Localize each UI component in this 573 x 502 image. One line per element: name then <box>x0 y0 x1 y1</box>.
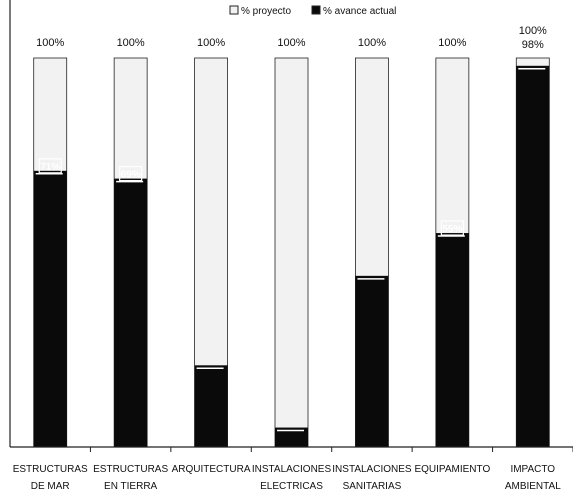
proyecto-value-label: 100% <box>197 37 225 49</box>
avance-label-box <box>38 158 62 174</box>
bar-avance-actual <box>114 178 148 447</box>
legend-swatch-avance <box>311 5 321 15</box>
avance-label-box <box>119 165 143 182</box>
proyecto-value-label: 100% <box>519 25 547 37</box>
bar-avance-actual <box>516 65 550 447</box>
proyecto-value-label: 100% <box>277 37 305 49</box>
category-label: AMBIENTAL <box>505 481 561 492</box>
category-label: DE MAR <box>31 481 70 492</box>
category-label: ESTRUCTURAS <box>13 464 88 475</box>
proyecto-value-label: 100% <box>438 37 466 49</box>
category-label: ARQUITECTURA <box>172 464 251 475</box>
bar-avance-actual <box>275 427 308 447</box>
category-label: EN TIERRA <box>104 481 157 492</box>
avance-value-label: 69% <box>121 170 141 181</box>
x-axis: ESTRUCTURAS DE MAR ESTRUCTURAS EN TIERRA ARQ… <box>9 0 573 492</box>
avance-value-label: 55% <box>442 224 462 235</box>
labels-group: 100% 71% 100% 69% 100% 100% 100% 100% 55% 100% 98% <box>36 25 547 236</box>
category-label: SANITARIAS <box>343 481 402 492</box>
proyecto-value-label: 100% <box>358 37 386 49</box>
category-label: INSTALACIONES <box>252 464 332 475</box>
bars-group <box>33 57 550 448</box>
bar-avance-actual <box>194 365 228 447</box>
category-label: IMPACTO <box>510 464 555 475</box>
bar-avance-actual <box>355 275 389 447</box>
avance-value-label: 71% <box>40 162 60 173</box>
legend-swatch-proyecto <box>229 5 239 15</box>
avance-label-box <box>440 220 464 236</box>
bar-proyecto <box>274 57 309 448</box>
category-label: ELECTRICAS <box>260 481 323 492</box>
avance-value-label: 98% <box>522 39 544 51</box>
bar-avance-actual <box>33 170 67 447</box>
legend: % proyecto % avance actual <box>229 5 396 17</box>
legend-label-avance: % avance actual <box>323 6 396 17</box>
category-label: INSTALACIONES <box>332 464 412 475</box>
proyecto-value-label: 100% <box>117 37 145 49</box>
bar-avance-actual <box>435 233 469 447</box>
category-label: EQUIPAMIENTO <box>414 464 490 475</box>
proyecto-value-label: 100% <box>36 37 64 49</box>
legend-label-proyecto: % proyecto <box>241 6 291 17</box>
category-label: ESTRUCTURAS <box>93 464 168 475</box>
